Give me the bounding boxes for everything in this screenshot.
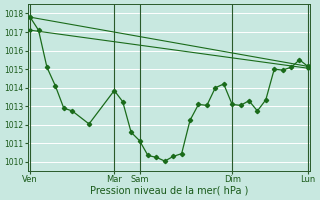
- X-axis label: Pression niveau de la mer( hPa ): Pression niveau de la mer( hPa ): [90, 186, 248, 196]
